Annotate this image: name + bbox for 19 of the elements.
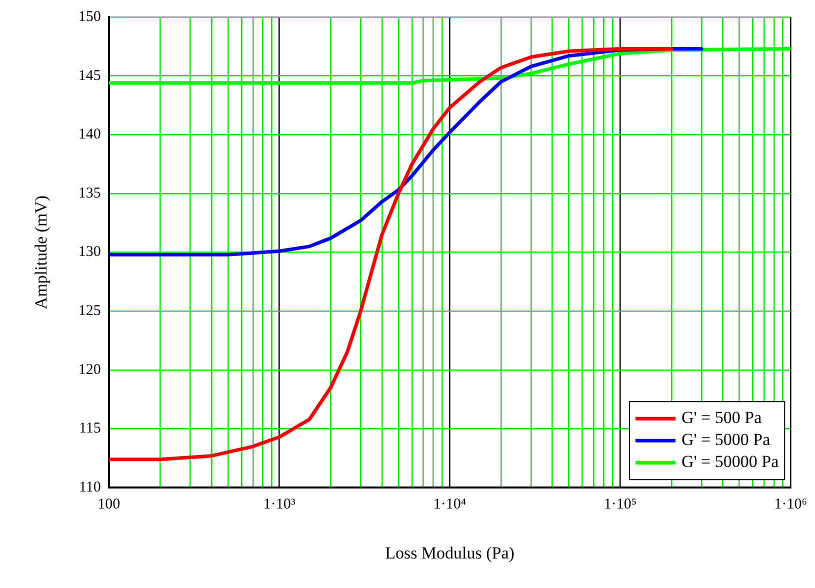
x-tick-label: 1·10⁴	[433, 496, 466, 513]
y-tick-label: 145	[78, 68, 101, 84]
legend-label: G' = 5000 Pa	[681, 430, 771, 450]
x-tick-label: 1·10³	[263, 496, 296, 513]
x-tick-label: 100	[98, 496, 120, 513]
y-tick-label: 130	[78, 244, 101, 260]
x-tick-label: 1·10⁵	[604, 496, 637, 513]
y-tick-label: 125	[78, 303, 101, 320]
x-tick-label: 1·10⁶	[774, 496, 808, 513]
y-tick-label: 120	[78, 362, 101, 378]
y-tick-label: 135	[78, 185, 101, 202]
legend-label: G' = 500 Pa	[681, 408, 762, 428]
y-tick-label: 150	[78, 8, 101, 25]
y-tick-label: 115	[78, 420, 101, 437]
y-tick-label: 140	[78, 126, 101, 143]
legend-label: G' = 50000 Pa	[681, 452, 780, 472]
y-tick-label: 110	[78, 480, 101, 496]
y-axis-title: Amplitude (mV)	[32, 195, 51, 310]
x-axis-title: Loss Modulus (Pa)	[385, 543, 514, 562]
